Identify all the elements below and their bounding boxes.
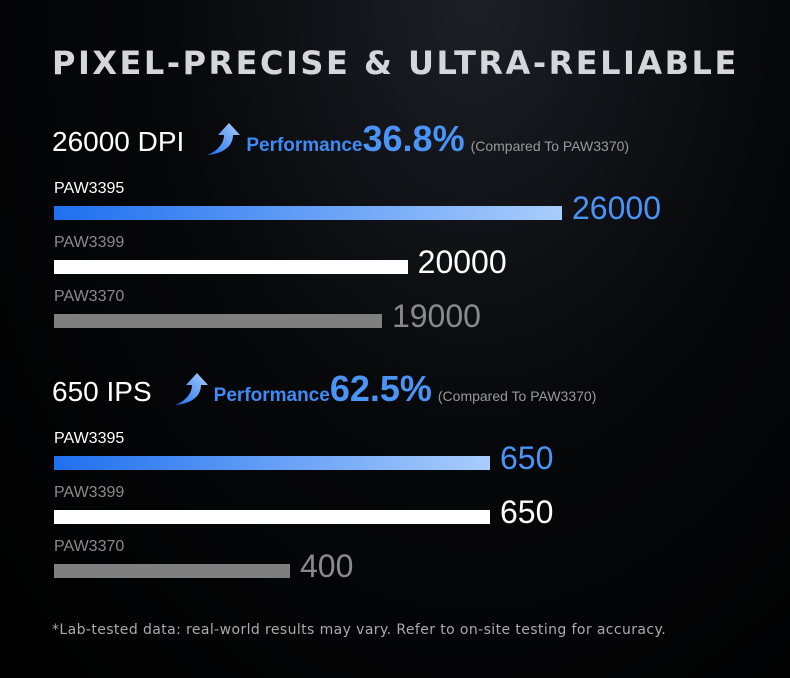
bar-value-label: 20000 xyxy=(417,244,507,280)
page-title: PIXEL-PRECISE & ULTRA-RELIABLE xyxy=(52,44,739,82)
metric-label: 650 IPS xyxy=(52,376,152,407)
bar-label: PAW3395 xyxy=(54,180,125,197)
performance-label: Performance xyxy=(246,135,363,156)
bar xyxy=(54,260,408,274)
bar-label: PAW3399 xyxy=(54,484,125,501)
bar-label: PAW3395 xyxy=(54,430,125,447)
bar xyxy=(54,564,290,578)
bar xyxy=(54,206,562,220)
performance-label: Performance xyxy=(213,385,330,406)
bar-value-label: 19000 xyxy=(391,298,481,334)
bar xyxy=(54,510,490,524)
performance-value: 62.5% xyxy=(329,368,432,409)
ips-header: 650 IPS Performance 62.5% (Compared To P… xyxy=(52,368,596,410)
bar-value-label: 400 xyxy=(300,548,354,584)
up-arrow-icon xyxy=(207,123,241,155)
bar-label: PAW3370 xyxy=(54,538,125,555)
dpi-header: 26000 DPI Performance 36.8% (Compared To… xyxy=(52,118,629,160)
bar-label: PAW3399 xyxy=(54,234,125,251)
comparison-note: (Compared To PAW3370) xyxy=(470,138,630,154)
footnote: *Lab-tested data: real-world results may… xyxy=(52,622,667,638)
performance-value: 36.8% xyxy=(362,118,465,159)
metric-label: 26000 DPI xyxy=(52,126,185,157)
bar xyxy=(54,456,490,470)
bar-value-label: 650 xyxy=(500,494,554,530)
bar-value-label: 650 xyxy=(500,440,554,476)
bar-value-label: 26000 xyxy=(572,190,661,226)
up-arrow-icon xyxy=(174,373,208,405)
bar-label: PAW3370 xyxy=(54,288,125,305)
bar xyxy=(54,314,382,328)
comparison-note: (Compared To PAW3370) xyxy=(437,388,597,404)
